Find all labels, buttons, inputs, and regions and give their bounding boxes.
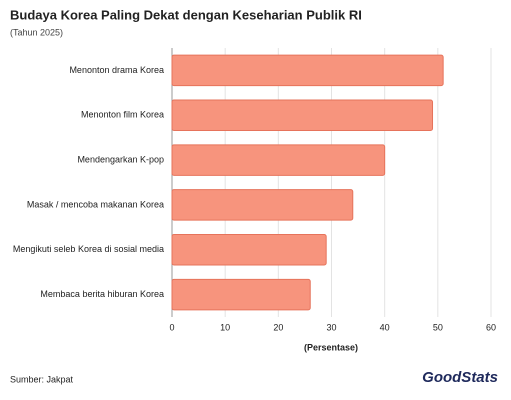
y-tick-label: Mendengarkan K-pop xyxy=(77,154,164,164)
y-tick-label: Menonton film Korea xyxy=(81,110,164,120)
bar xyxy=(171,234,327,266)
x-tick-label: 10 xyxy=(220,322,230,332)
y-tick-label: Mengikuti seleb Korea di sosial media xyxy=(13,244,164,254)
bar xyxy=(171,189,354,221)
chart-subtitle: (Tahun 2025) xyxy=(10,27,63,37)
bar xyxy=(171,54,444,87)
brand-logo: GoodStats xyxy=(422,369,498,386)
x-tick-label: 0 xyxy=(169,322,174,332)
bar xyxy=(171,278,311,311)
source: Sumber: Jakpat xyxy=(10,374,74,384)
bar xyxy=(171,144,386,176)
x-tick-label: 40 xyxy=(380,322,390,332)
y-tick-label: Masak / mencoba makanan Korea xyxy=(27,199,164,209)
x-tick-label: 60 xyxy=(486,322,496,332)
chart-title: Budaya Korea Paling Dekat dengan Kesehar… xyxy=(10,7,362,22)
x-tick-label: 30 xyxy=(326,322,336,332)
x-axis-label: (Persentase) xyxy=(304,342,358,352)
y-tick-label: Membaca berita hiburan Korea xyxy=(40,289,164,299)
x-tick-label: 20 xyxy=(273,322,283,332)
bar xyxy=(171,99,434,131)
x-tick-label: 50 xyxy=(433,322,443,332)
y-tick-label: Menonton drama Korea xyxy=(69,65,164,75)
